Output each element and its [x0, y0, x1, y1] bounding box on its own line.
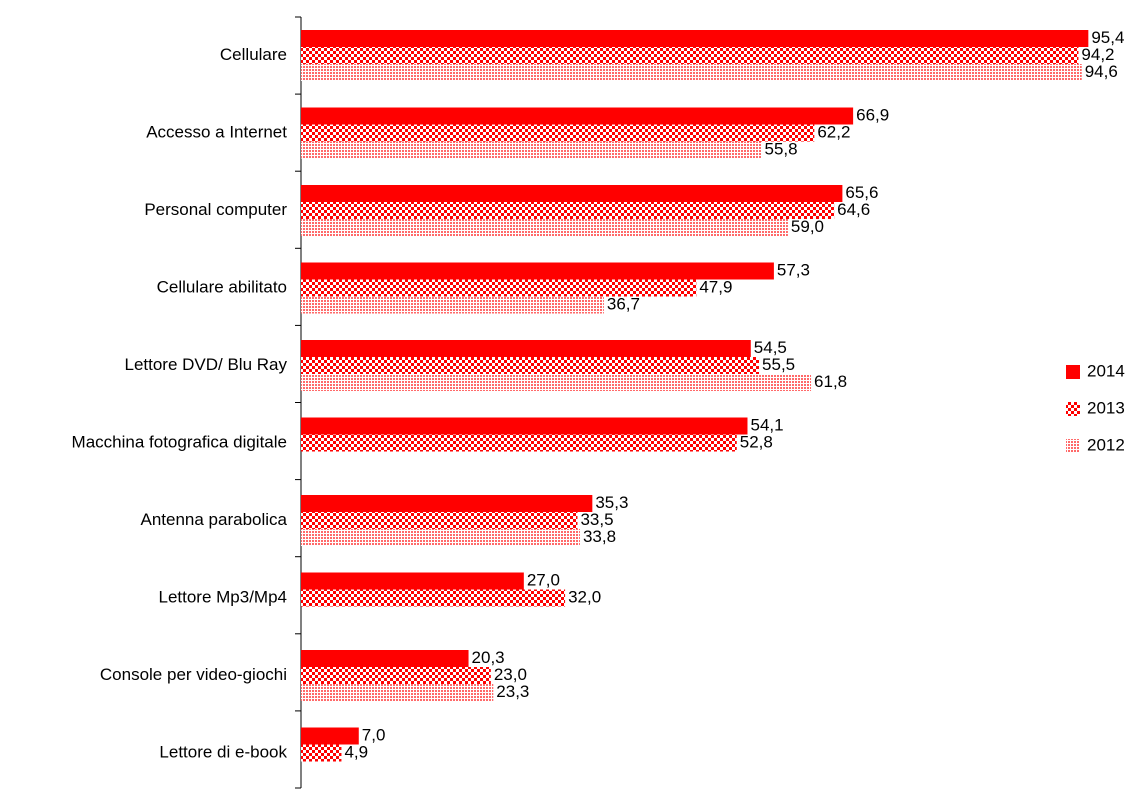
bar-2014-accesso-a-internet [301, 107, 854, 125]
value-label-2014-accesso-a-internet: 66,9 [856, 105, 889, 124]
bar-2013-antenna-parabolica [301, 512, 578, 529]
bar-2012-cellulare [301, 64, 1082, 81]
value-label-2014-antenna-parabolica: 35,3 [595, 493, 628, 512]
bar-2012-accesso-a-internet [301, 141, 762, 159]
value-label-2013-lettore-di-e-book: 4,9 [344, 742, 368, 761]
legend-swatch-2013 [1066, 402, 1080, 416]
category-label-accesso-a-internet: Accesso a Internet [146, 122, 287, 141]
bar-2014-cellulare [301, 30, 1089, 47]
bar-2013-macchina-fotografica-digitale [301, 434, 737, 452]
value-label-2013-personal-computer: 64,6 [837, 200, 870, 219]
value-label-2013-cellulare-abilitato: 47,9 [699, 277, 732, 296]
bars-layer [301, 30, 1089, 762]
bar-2013-lettore-di-e-book [301, 744, 342, 762]
bar-2012-console-per-video-giochi [301, 684, 494, 701]
value-label-2012-cellulare-abilitato: 36,7 [607, 294, 640, 313]
bar-2014-personal-computer [301, 185, 843, 202]
category-label-personal-computer: Personal computer [144, 200, 287, 219]
bar-2013-personal-computer [301, 202, 835, 219]
value-label-2013-console-per-video-giochi: 23,0 [494, 665, 527, 684]
value-label-2012-accesso-a-internet: 55,8 [765, 139, 798, 158]
value-label-2013-lettore-dvd-blu-ray: 55,5 [762, 355, 795, 374]
legend-label-2014: 2014 [1087, 361, 1125, 380]
legend-swatch-2014 [1066, 365, 1080, 379]
value-label-2012-antenna-parabolica: 33,8 [583, 527, 616, 546]
category-label-antenna-parabolica: Antenna parabolica [140, 510, 287, 529]
value-label-2012-console-per-video-giochi: 23,3 [496, 682, 529, 701]
bar-2014-cellulare-abilitato [301, 262, 774, 280]
value-label-2013-accesso-a-internet: 62,2 [817, 122, 850, 141]
value-label-2014-cellulare-abilitato: 57,3 [777, 260, 810, 279]
legend-label-2013: 2013 [1087, 398, 1125, 417]
bar-2013-lettore-mp3-mp4 [301, 589, 566, 607]
bar-2014-antenna-parabolica [301, 495, 593, 512]
value-label-2014-macchina-fotografica-digitale: 54,1 [750, 415, 783, 434]
bar-2012-personal-computer [301, 219, 788, 236]
value-label-2013-lettore-mp3-mp4: 32,0 [568, 587, 601, 606]
bar-2013-cellulare-abilitato [301, 279, 697, 297]
labels-layer: Cellulare 95,494,294,6 Accesso a Internet 6… [72, 28, 1125, 762]
bar-2013-cellulare [301, 47, 1079, 64]
category-label-lettore-mp3-mp4: Lettore Mp3/Mp4 [158, 587, 287, 606]
category-label-lettore-di-e-book: Lettore di e-book [159, 742, 287, 761]
legend-swatch-2012 [1066, 439, 1080, 453]
value-label-2014-cellulare: 95,4 [1091, 28, 1124, 47]
legend: 2014 2013 2012 [1066, 361, 1125, 454]
value-label-2014-lettore-dvd-blu-ray: 54,5 [754, 338, 787, 357]
category-label-macchina-fotografica-digitale: Macchina fotografica digitale [72, 432, 287, 451]
bar-2014-lettore-di-e-book [301, 727, 359, 745]
value-label-2012-lettore-dvd-blu-ray: 61,8 [814, 372, 847, 391]
bar-2012-cellulare-abilitato [301, 296, 604, 314]
category-label-cellulare: Cellulare [220, 45, 287, 64]
value-label-2013-macchina-fotografica-digitale: 52,8 [740, 432, 773, 451]
value-label-2013-cellulare: 94,2 [1081, 45, 1114, 64]
value-label-2012-cellulare: 94,6 [1085, 62, 1118, 81]
bar-2014-console-per-video-giochi [301, 650, 469, 667]
bar-2013-lettore-dvd-blu-ray [301, 357, 760, 374]
axis-layer [295, 16, 302, 789]
value-label-2014-lettore-di-e-book: 7,0 [362, 725, 386, 744]
value-label-2012-personal-computer: 59,0 [791, 217, 824, 236]
bar-2013-console-per-video-giochi [301, 667, 491, 684]
category-label-console-per-video-giochi: Console per video-giochi [100, 665, 287, 684]
value-label-2014-personal-computer: 65,6 [845, 183, 878, 202]
legend-label-2012: 2012 [1087, 435, 1125, 454]
bar-2013-accesso-a-internet [301, 124, 815, 142]
category-label-lettore-dvd-blu-ray: Lettore DVD/ Blu Ray [124, 355, 287, 374]
value-label-2014-console-per-video-giochi: 20,3 [472, 648, 505, 667]
value-label-2014-lettore-mp3-mp4: 27,0 [527, 570, 560, 589]
category-label-cellulare-abilitato: Cellulare abilitato [157, 277, 287, 296]
bar-2012-antenna-parabolica [301, 529, 580, 546]
bar-2014-lettore-dvd-blu-ray [301, 340, 751, 357]
value-label-2013-antenna-parabolica: 33,5 [580, 510, 613, 529]
bar-2014-macchina-fotografica-digitale [301, 417, 748, 435]
bar-2012-lettore-dvd-blu-ray [301, 374, 812, 391]
bar-2014-lettore-mp3-mp4 [301, 572, 524, 590]
